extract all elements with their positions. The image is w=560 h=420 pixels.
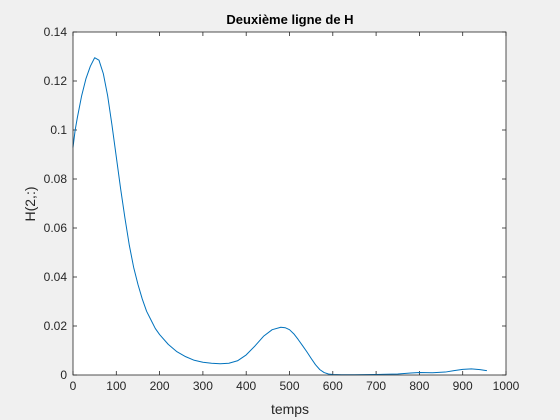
y-tick-label: 0.06 (44, 221, 68, 235)
y-axis-label: H(2,:) (22, 187, 38, 222)
y-tick-label: 0.04 (44, 270, 68, 284)
x-tick-label: 800 (409, 379, 429, 393)
y-tick-label: 0.12 (44, 74, 68, 88)
y-tick-label: 0 (60, 368, 67, 382)
x-tick-label: 600 (323, 379, 343, 393)
x-tick-label: 900 (453, 379, 473, 393)
y-tick-label: 0.02 (44, 319, 68, 333)
ticks-layer: 0 100 200 300 400 500 600 700 800 900 1000 0 0.02 0.0… (44, 25, 520, 393)
plot-area (73, 32, 506, 375)
chart-title: Deuxième ligne de H (226, 12, 353, 27)
x-axis-label: temps (271, 401, 309, 417)
series-layer (72, 57, 488, 376)
x-tick-label: 200 (150, 379, 170, 393)
x-tick-label: 300 (193, 379, 213, 393)
x-tick-label: 0 (70, 379, 77, 393)
axes-box (72, 31, 507, 376)
x-tick-label: 1000 (493, 379, 520, 393)
y-tick-label: 0.08 (44, 172, 68, 186)
x-tick-label: 500 (279, 379, 299, 393)
series-line-0 (72, 57, 488, 376)
y-tick-label: 0.1 (50, 123, 67, 137)
x-tick-label: 700 (366, 379, 386, 393)
x-tick-label: 400 (236, 379, 256, 393)
x-tick-label: 100 (106, 379, 126, 393)
y-tick-label: 0.14 (44, 25, 68, 39)
